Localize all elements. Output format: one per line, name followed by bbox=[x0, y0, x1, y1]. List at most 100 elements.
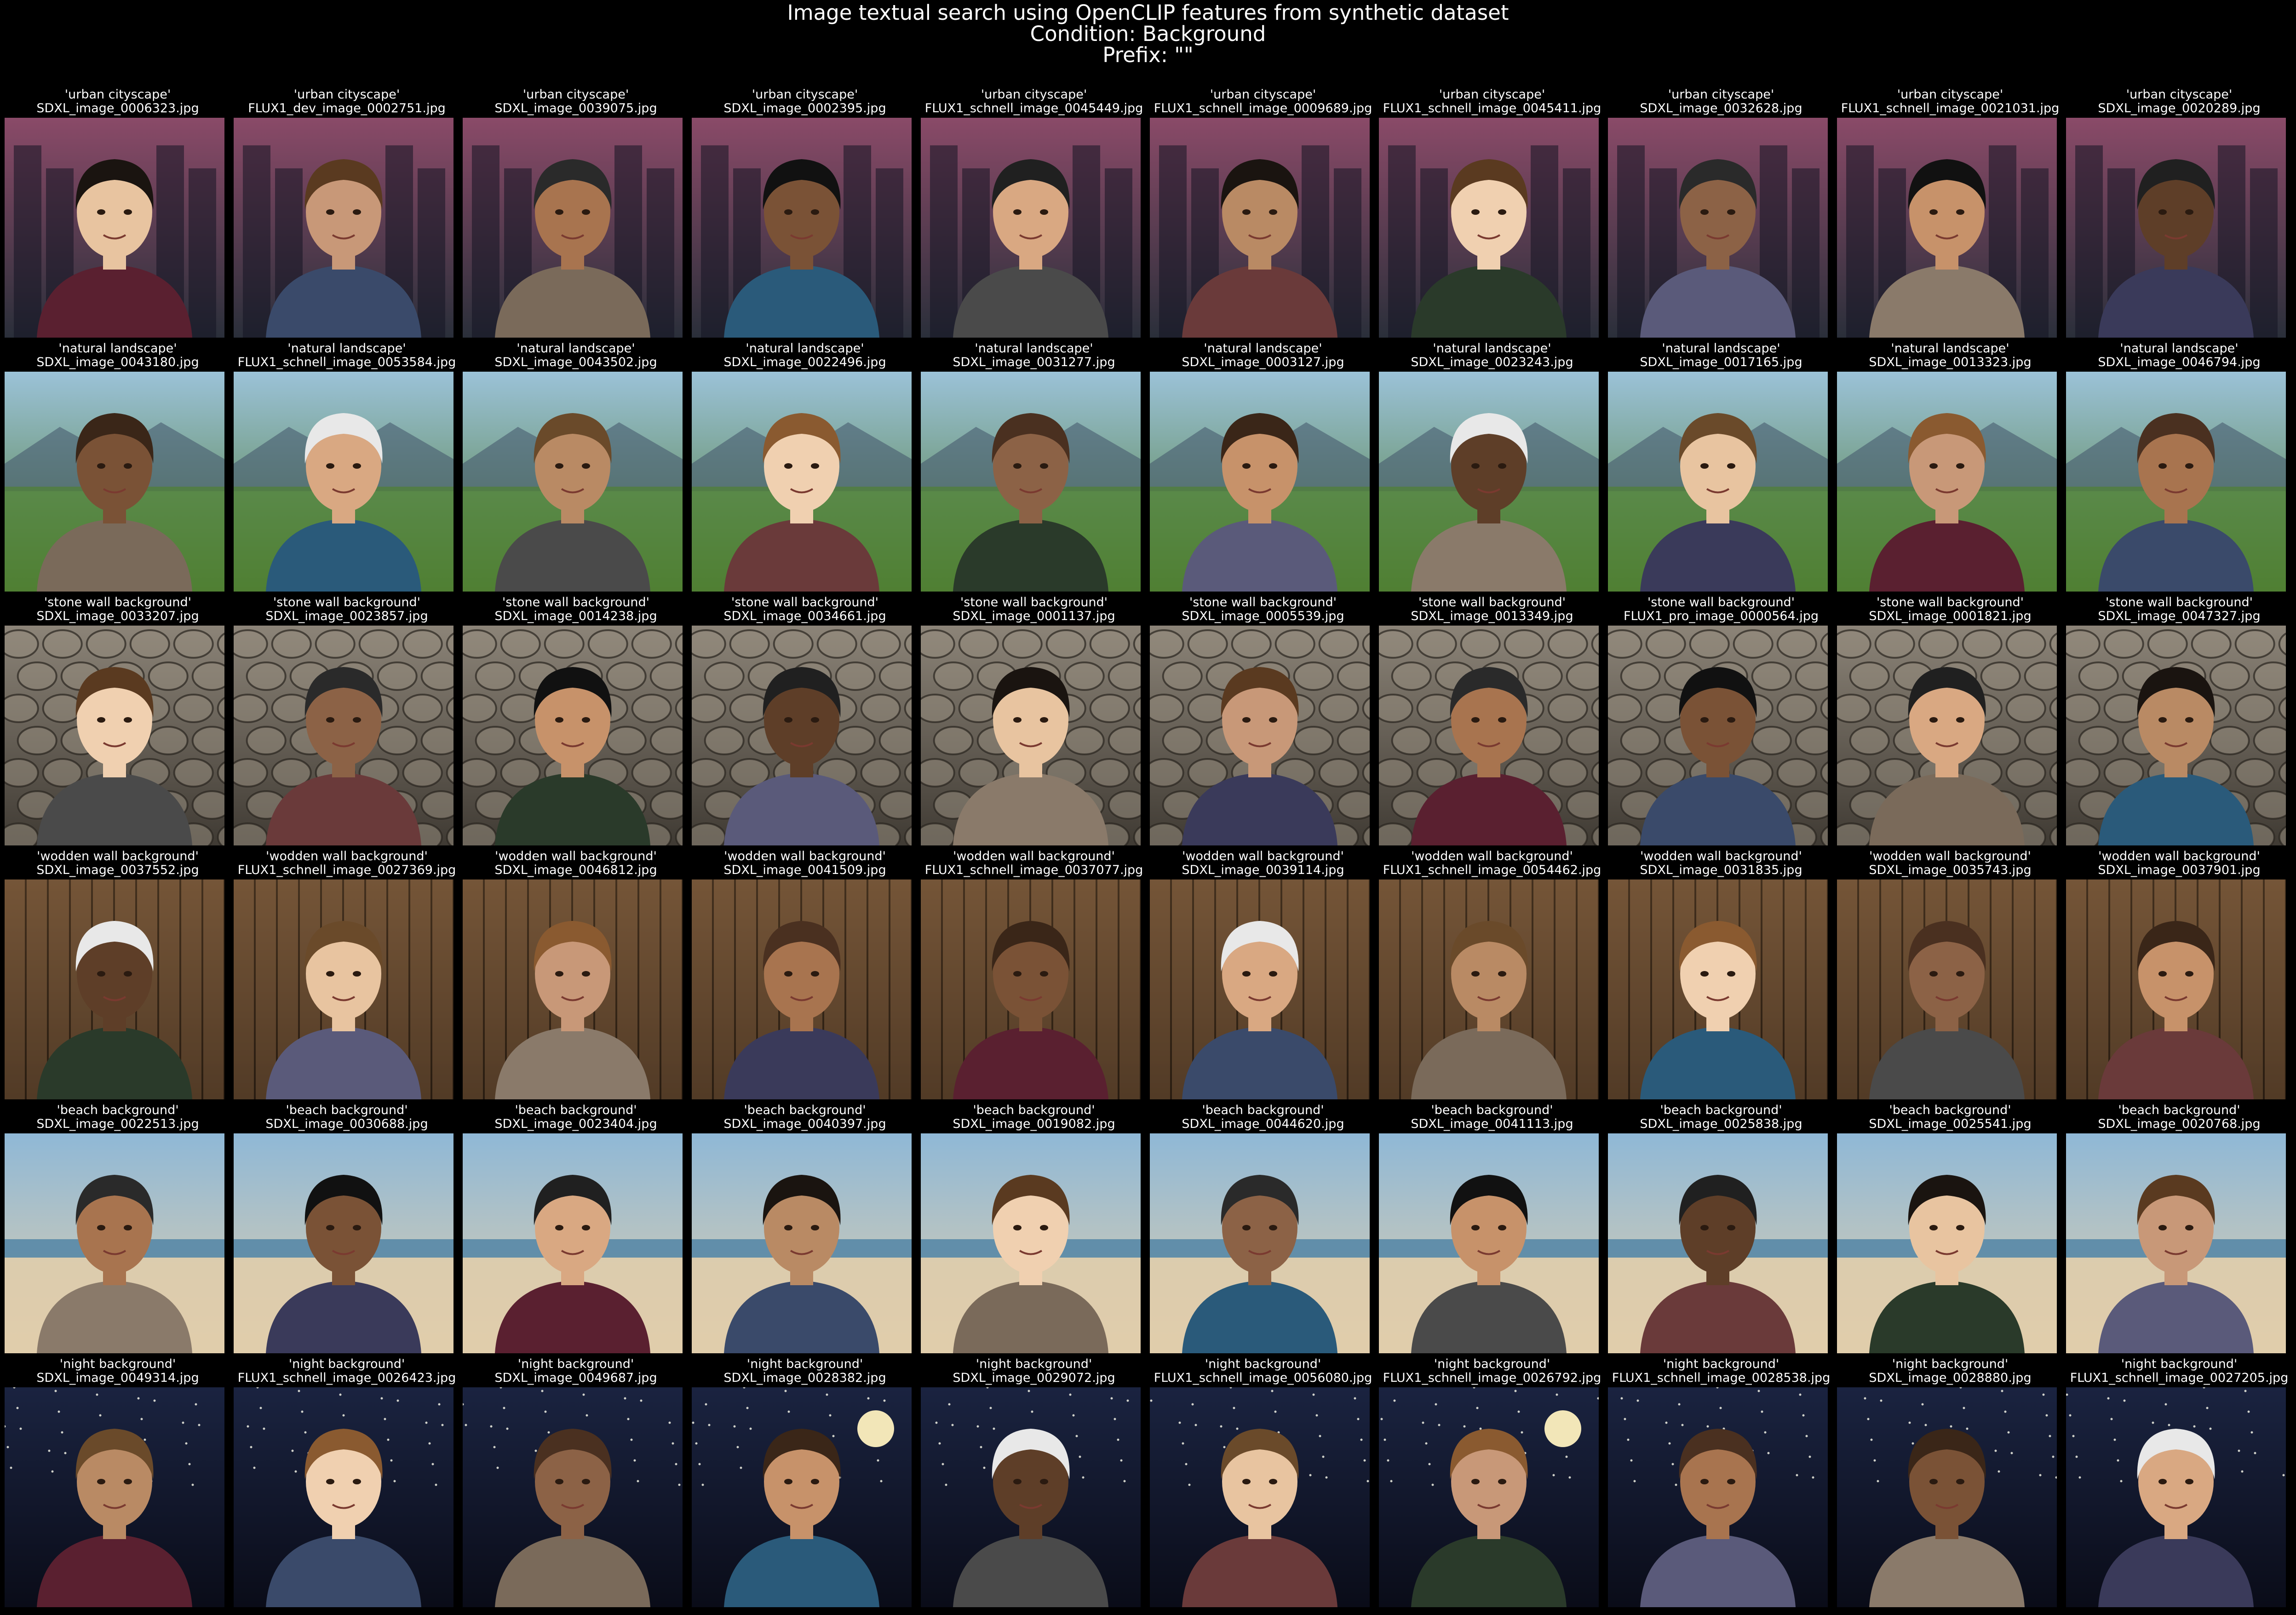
result-thumbnail[interactable] bbox=[5, 879, 224, 1099]
filename-caption: SDXL_image_0040397.jpg bbox=[723, 1117, 886, 1131]
result-thumbnail[interactable] bbox=[1379, 1133, 1599, 1353]
result-thumbnail[interactable] bbox=[1608, 879, 1828, 1099]
result-thumbnail[interactable] bbox=[1837, 1133, 2057, 1353]
result-cell: 'natural landscape' SDXL_image_0043502.jp… bbox=[463, 341, 689, 595]
result-thumbnail[interactable] bbox=[1608, 372, 1828, 592]
result-thumbnail[interactable] bbox=[5, 1133, 224, 1353]
result-thumbnail[interactable] bbox=[1837, 879, 2057, 1099]
query-caption: 'beach background' bbox=[2118, 1103, 2240, 1117]
result-thumbnail[interactable] bbox=[692, 118, 912, 338]
result-thumbnail[interactable] bbox=[1379, 1387, 1599, 1607]
result-thumbnail[interactable] bbox=[921, 1133, 1141, 1353]
result-cell: 'beach background' SDXL_image_0040397.jpg bbox=[692, 1103, 918, 1357]
result-thumbnail[interactable] bbox=[921, 118, 1141, 338]
result-cell: 'natural landscape' SDXL_image_0003127.jp… bbox=[1150, 341, 1376, 595]
result-thumbnail[interactable] bbox=[921, 1387, 1141, 1607]
query-caption: 'beach background' bbox=[973, 1103, 1095, 1117]
result-cell: 'natural landscape' FLUX1_schnell_image_0… bbox=[234, 341, 460, 595]
figure-title: Image textual search using OpenCLIP feat… bbox=[787, 0, 1509, 25]
result-cell: 'beach background' SDXL_image_0020768.jpg bbox=[2066, 1103, 2292, 1357]
result-thumbnail[interactable] bbox=[5, 372, 224, 592]
result-thumbnail[interactable] bbox=[234, 1387, 453, 1607]
result-thumbnail[interactable] bbox=[5, 118, 224, 338]
result-thumbnail[interactable] bbox=[463, 1133, 683, 1353]
result-thumbnail[interactable] bbox=[234, 626, 453, 845]
result-thumbnail[interactable] bbox=[1379, 626, 1599, 845]
query-caption: 'night background' bbox=[746, 1357, 863, 1371]
result-thumbnail[interactable] bbox=[1150, 879, 1370, 1099]
filename-caption: SDXL_image_0049314.jpg bbox=[36, 1371, 199, 1385]
result-thumbnail[interactable] bbox=[463, 118, 683, 338]
result-thumbnail[interactable] bbox=[1608, 626, 1828, 845]
filename-caption: SDXL_image_0032628.jpg bbox=[1640, 101, 1802, 115]
portrait-image bbox=[463, 879, 683, 1099]
result-thumbnail[interactable] bbox=[1150, 118, 1370, 338]
result-thumbnail[interactable] bbox=[234, 118, 453, 338]
result-cell: 'urban cityscape' SDXL_image_0002395.jpg bbox=[692, 87, 918, 341]
result-thumbnail[interactable] bbox=[463, 1387, 683, 1607]
result-thumbnail[interactable] bbox=[1150, 1133, 1370, 1353]
result-thumbnail[interactable] bbox=[692, 879, 912, 1099]
result-thumbnail[interactable] bbox=[1150, 1387, 1370, 1607]
result-thumbnail[interactable] bbox=[1608, 1387, 1828, 1607]
result-thumbnail[interactable] bbox=[921, 372, 1141, 592]
query-caption: 'natural landscape' bbox=[1891, 341, 2009, 356]
result-thumbnail[interactable] bbox=[463, 626, 683, 845]
result-thumbnail[interactable] bbox=[463, 879, 683, 1099]
filename-caption: SDXL_image_0031835.jpg bbox=[1640, 863, 1802, 877]
result-thumbnail[interactable] bbox=[1379, 372, 1599, 592]
result-thumbnail[interactable] bbox=[2066, 1387, 2286, 1607]
filename-caption: SDXL_image_0020289.jpg bbox=[2098, 101, 2261, 115]
query-caption: 'urban cityscape' bbox=[293, 87, 400, 102]
portrait-image bbox=[1150, 118, 1370, 338]
filename-caption: SDXL_image_0002395.jpg bbox=[723, 101, 886, 115]
result-thumbnail[interactable] bbox=[2066, 1133, 2286, 1353]
result-thumbnail[interactable] bbox=[1608, 1133, 1828, 1353]
filename-caption: SDXL_image_0013349.jpg bbox=[1411, 609, 1573, 623]
portrait-image bbox=[2066, 626, 2286, 845]
query-caption: 'wodden wall background' bbox=[495, 849, 657, 863]
result-thumbnail[interactable] bbox=[234, 372, 453, 592]
query-caption: 'beach background' bbox=[1431, 1103, 1553, 1117]
portrait-image bbox=[921, 626, 1141, 845]
result-thumbnail[interactable] bbox=[1837, 118, 2057, 338]
result-thumbnail[interactable] bbox=[1150, 626, 1370, 845]
result-thumbnail[interactable] bbox=[2066, 118, 2286, 338]
filename-caption: FLUX1_schnell_image_0045411.jpg bbox=[1383, 101, 1601, 115]
result-thumbnail[interactable] bbox=[921, 626, 1141, 845]
result-thumbnail[interactable] bbox=[234, 879, 453, 1099]
filename-caption: FLUX1_schnell_image_0037077.jpg bbox=[924, 863, 1143, 877]
result-cell: 'wodden wall background' FLUX1_schnell_im… bbox=[1379, 849, 1605, 1103]
result-thumbnail[interactable] bbox=[921, 879, 1141, 1099]
result-thumbnail[interactable] bbox=[1608, 118, 1828, 338]
result-thumbnail[interactable] bbox=[1837, 1387, 2057, 1607]
result-thumbnail[interactable] bbox=[463, 372, 683, 592]
result-thumbnail[interactable] bbox=[692, 1387, 912, 1607]
query-caption: 'stone wall background' bbox=[273, 595, 421, 609]
portrait-image bbox=[234, 118, 453, 338]
result-thumbnail[interactable] bbox=[1837, 372, 2057, 592]
query-caption: 'night background' bbox=[288, 1357, 405, 1371]
result-thumbnail[interactable] bbox=[1837, 626, 2057, 845]
result-thumbnail[interactable] bbox=[234, 1133, 453, 1353]
query-caption: 'urban cityscape' bbox=[752, 87, 858, 102]
filename-caption: SDXL_image_0020768.jpg bbox=[2098, 1117, 2261, 1131]
result-thumbnail[interactable] bbox=[692, 626, 912, 845]
result-thumbnail[interactable] bbox=[692, 372, 912, 592]
result-thumbnail[interactable] bbox=[2066, 626, 2286, 845]
result-thumbnail[interactable] bbox=[1379, 118, 1599, 338]
result-cell: 'wodden wall background' SDXL_image_00357… bbox=[1837, 849, 2063, 1103]
result-thumbnail[interactable] bbox=[2066, 372, 2286, 592]
filename-caption: FLUX1_schnell_image_0053584.jpg bbox=[237, 355, 456, 369]
query-caption: 'night background' bbox=[1434, 1357, 1550, 1371]
result-thumbnail[interactable] bbox=[692, 1133, 912, 1353]
result-cell: 'night background' SDXL_image_0028382.jpg bbox=[692, 1357, 918, 1611]
result-thumbnail[interactable] bbox=[1379, 879, 1599, 1099]
result-thumbnail[interactable] bbox=[5, 1387, 224, 1607]
filename-caption: FLUX1_schnell_image_0009689.jpg bbox=[1154, 101, 1372, 115]
result-thumbnail[interactable] bbox=[1150, 372, 1370, 592]
result-thumbnail[interactable] bbox=[2066, 879, 2286, 1099]
portrait-image bbox=[234, 879, 453, 1099]
result-thumbnail[interactable] bbox=[5, 626, 224, 845]
